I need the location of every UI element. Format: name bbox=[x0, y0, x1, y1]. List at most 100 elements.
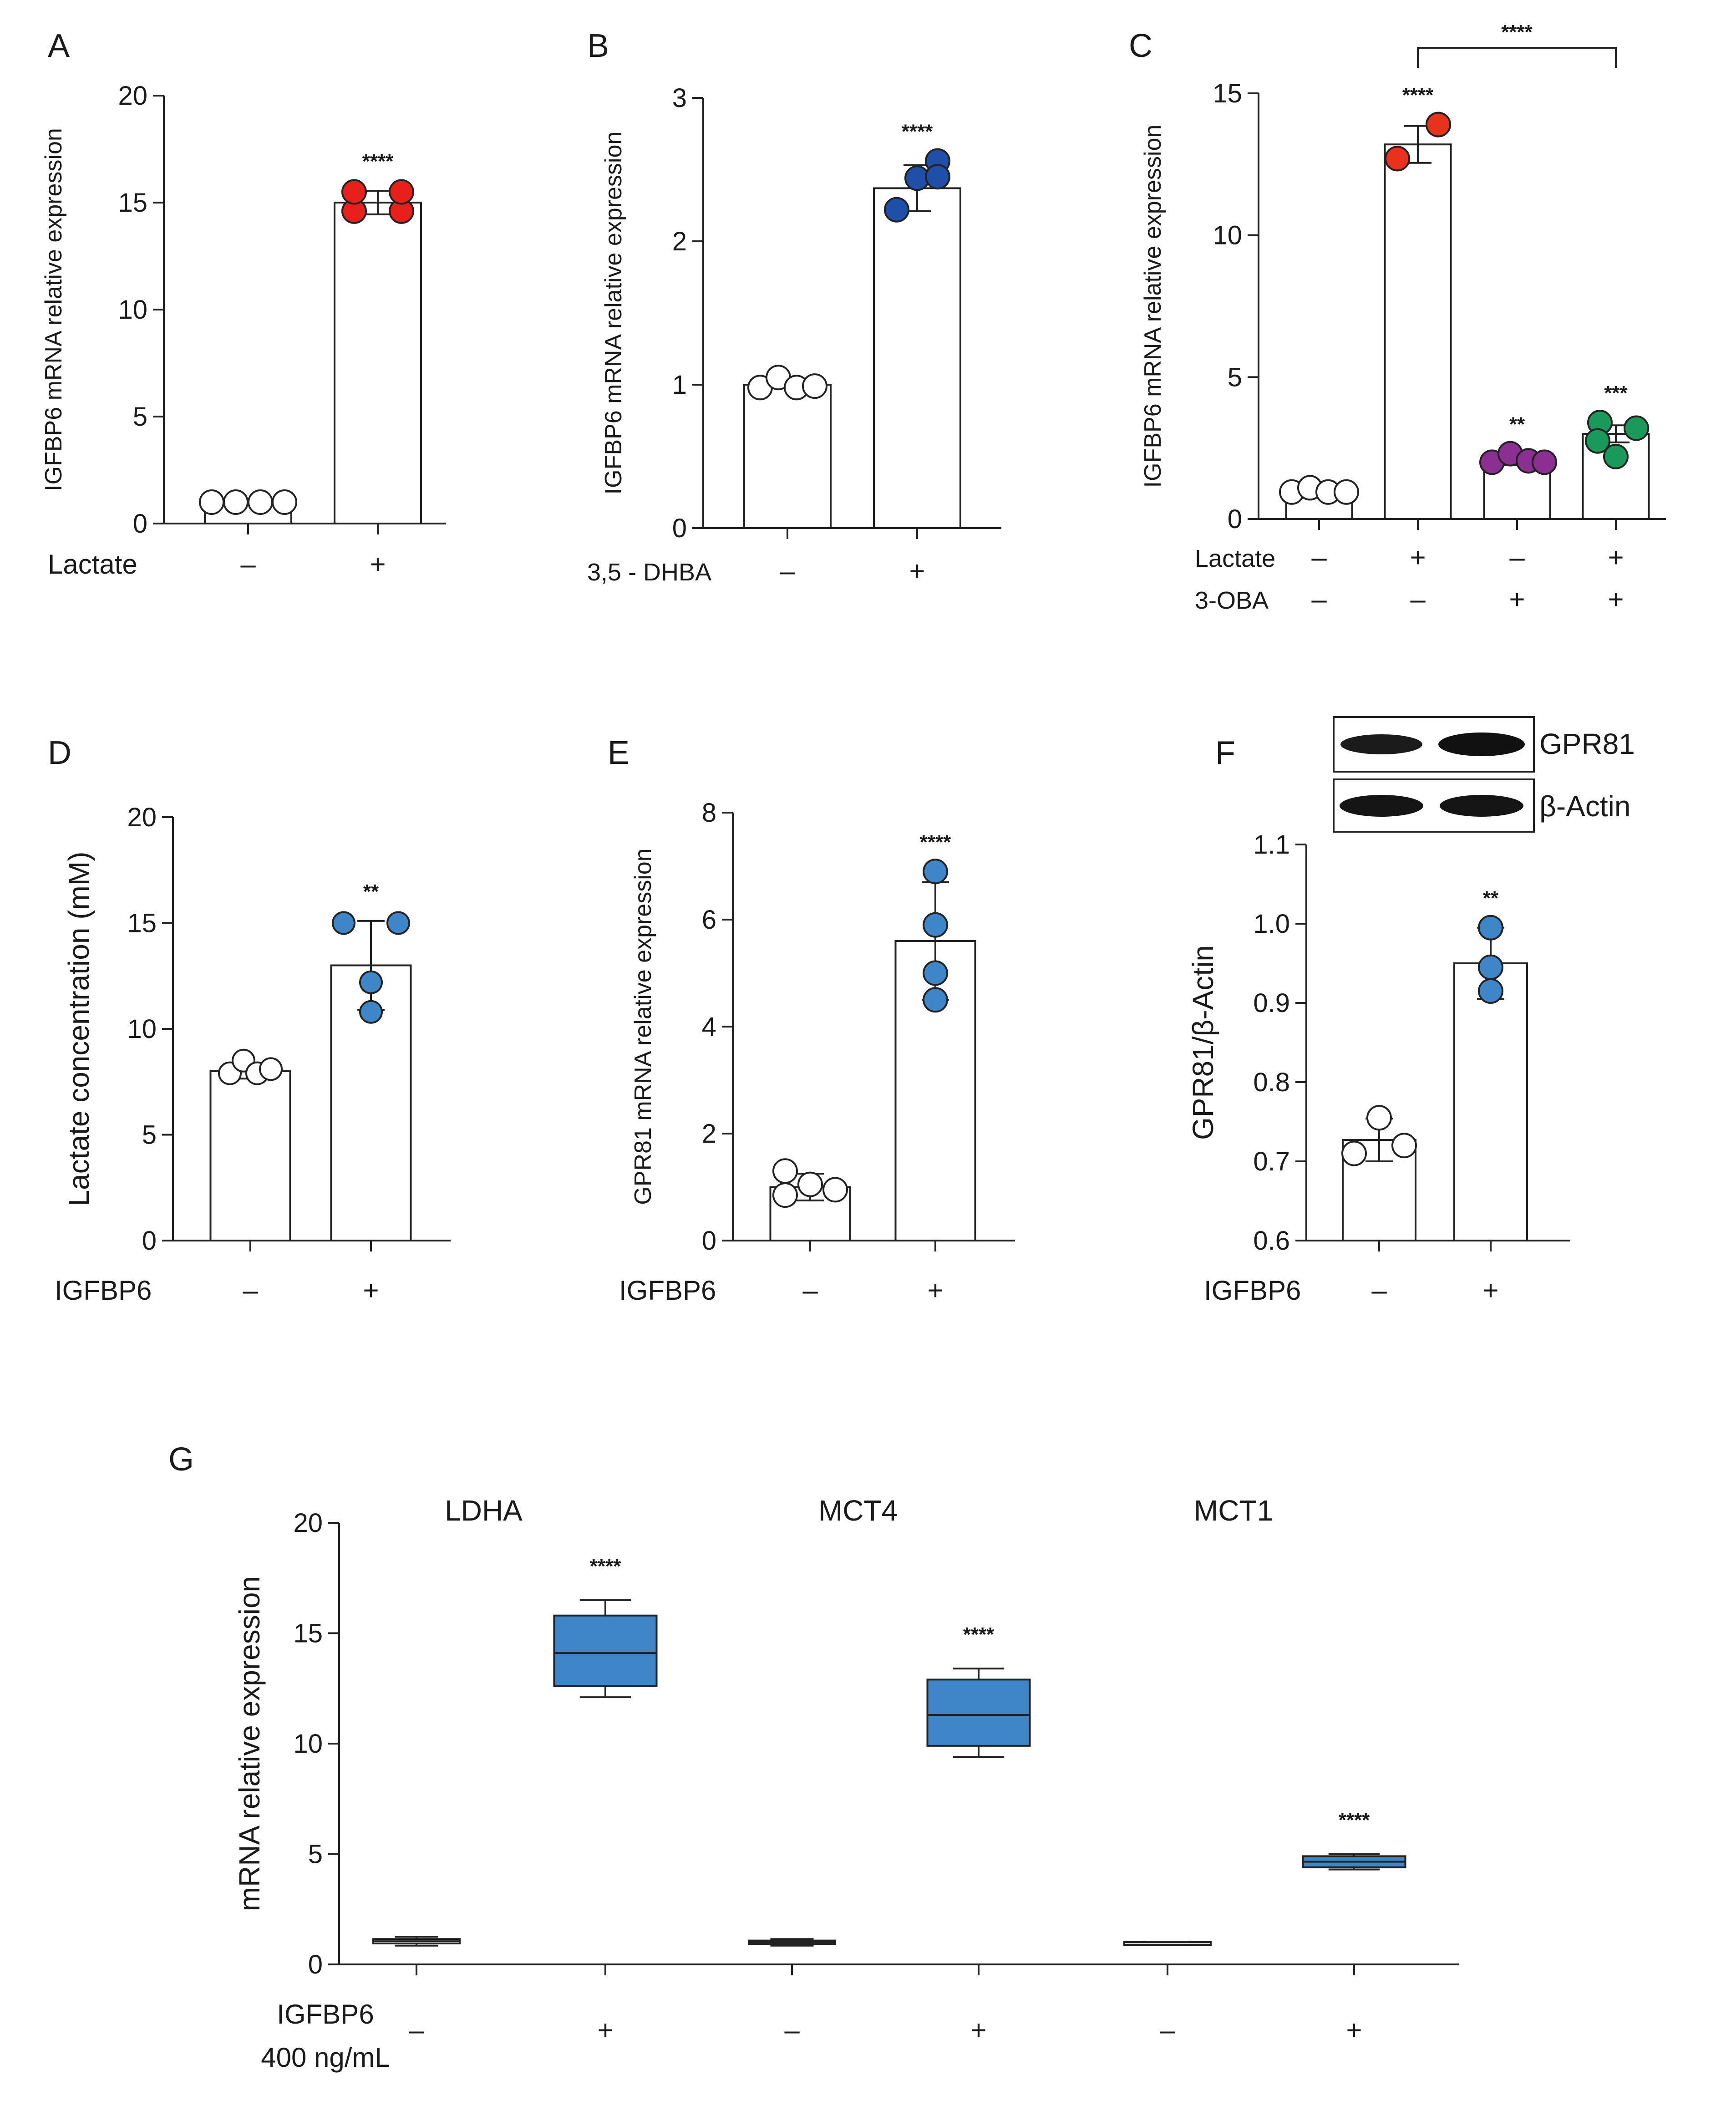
y-tick-label: 15 bbox=[1213, 79, 1242, 108]
treatment-label: Lactate bbox=[1195, 545, 1275, 572]
data-point bbox=[1334, 479, 1359, 505]
treatment-label: Lactate bbox=[48, 549, 137, 580]
data-point bbox=[341, 179, 367, 205]
panel-f: GPR81 β-Actin F GPR81/β-Actin 0.6 0.7 0.8 0.9… bbox=[1187, 716, 1635, 1306]
bar bbox=[1453, 962, 1528, 1241]
data-point bbox=[223, 489, 249, 515]
data-point bbox=[925, 164, 950, 190]
data-point bbox=[272, 489, 297, 515]
y-tick-label: 0.9 bbox=[1253, 988, 1290, 1018]
gene-label: MCT4 bbox=[818, 1494, 898, 1527]
significance-label: ** bbox=[363, 880, 379, 903]
gene-label: LDHA bbox=[445, 1494, 523, 1527]
blot-label-gpr81: GPR81 bbox=[1539, 727, 1635, 760]
significance-label: **** bbox=[590, 1555, 621, 1577]
treatment-sign: – bbox=[409, 2015, 424, 2045]
y-tick-label: 0.7 bbox=[1253, 1147, 1290, 1176]
y-tick-label: 20 bbox=[293, 1508, 323, 1538]
treatment-sign: – bbox=[1311, 542, 1327, 573]
bar bbox=[873, 187, 961, 529]
y-tick-label: 1.1 bbox=[1253, 830, 1290, 860]
data-point bbox=[1478, 954, 1503, 980]
y-axis-title: IGFBP6 mRNA relative expression bbox=[1140, 125, 1166, 488]
treatment-sign: + bbox=[909, 556, 925, 586]
significance-label: **** bbox=[1339, 1809, 1370, 1831]
y-tick-label: 3 bbox=[672, 83, 687, 113]
bar bbox=[894, 940, 976, 1241]
data-point bbox=[359, 970, 383, 994]
panel-a: A IGFBP6 mRNA relative expression 0 5 10 15 20… bbox=[41, 28, 446, 580]
gene-label: MCT1 bbox=[1194, 1494, 1273, 1527]
data-point bbox=[1478, 915, 1503, 941]
data-point bbox=[199, 489, 224, 515]
significance-label: *** bbox=[1604, 382, 1628, 404]
blot-label-actin: β-Actin bbox=[1539, 790, 1630, 823]
treatment-label: IGFBP6 bbox=[619, 1275, 716, 1306]
data-point bbox=[1391, 1133, 1417, 1159]
data-point bbox=[1585, 428, 1610, 454]
treatment-label: IGFBP6 bbox=[277, 1999, 374, 2030]
panel-label: G bbox=[168, 1441, 194, 1478]
significance-label: ** bbox=[1509, 413, 1525, 436]
treatment-sign: – bbox=[1311, 584, 1327, 615]
y-tick-label: 5 bbox=[1228, 362, 1242, 392]
panel-label: C bbox=[1129, 28, 1152, 64]
y-tick-label: 2 bbox=[672, 227, 687, 256]
y-tick-label: 10 bbox=[127, 1014, 157, 1044]
y-axis-title: GPR81/β-Actin bbox=[1187, 945, 1219, 1140]
data-point bbox=[822, 1177, 848, 1203]
data-point bbox=[1341, 1140, 1367, 1166]
y-tick-label: 0 bbox=[1228, 504, 1242, 534]
panel-label: D bbox=[48, 735, 71, 771]
data-point bbox=[923, 859, 948, 885]
data-point bbox=[772, 1158, 798, 1184]
treatment-label: IGFBP6 bbox=[1204, 1275, 1301, 1306]
data-point bbox=[1532, 449, 1557, 475]
y-tick-label: 6 bbox=[702, 905, 716, 935]
significance-label: **** bbox=[362, 150, 394, 173]
treatment-sign: + bbox=[363, 1275, 379, 1306]
y-tick-label: 10 bbox=[293, 1729, 323, 1759]
panel-b: B IGFBP6 mRNA relative expression 0 1 2 3 ****… bbox=[587, 28, 1001, 586]
y-tick-label: 0 bbox=[308, 1950, 323, 1979]
bar bbox=[1384, 143, 1452, 520]
y-tick-label: 0 bbox=[142, 1226, 157, 1256]
y-tick-label: 0.8 bbox=[1253, 1068, 1290, 1097]
y-tick-label: 5 bbox=[308, 1840, 323, 1869]
data-point bbox=[1478, 978, 1503, 1004]
data-point bbox=[248, 489, 273, 515]
data-point bbox=[332, 911, 355, 935]
significance-label: ** bbox=[1483, 887, 1499, 910]
y-tick-label: 1 bbox=[672, 370, 687, 400]
data-point bbox=[1624, 415, 1649, 441]
bracket-significance: **** bbox=[1501, 21, 1533, 43]
treatment-sign: + bbox=[597, 2015, 613, 2045]
y-tick-label: 8 bbox=[702, 798, 716, 828]
data-point bbox=[923, 912, 948, 938]
treatment-sign: – bbox=[1509, 542, 1525, 573]
treatment-label: IGFBP6 bbox=[55, 1275, 152, 1306]
treatment-sign: – bbox=[784, 2015, 800, 2045]
data-point bbox=[923, 987, 948, 1013]
y-axis-title: Lactate concentration (mM) bbox=[62, 852, 95, 1206]
data-point bbox=[802, 373, 827, 399]
data-point bbox=[884, 197, 909, 223]
treatment-sign: + bbox=[1482, 1275, 1498, 1306]
treatment-sign: + bbox=[1410, 542, 1426, 573]
treatment-label: 3,5 - DHBA bbox=[587, 559, 711, 586]
y-tick-label: 5 bbox=[142, 1120, 157, 1150]
bar bbox=[209, 1070, 291, 1241]
bar bbox=[743, 384, 832, 529]
treatment-sign: – bbox=[1160, 2015, 1175, 2045]
data-point bbox=[1366, 1105, 1392, 1131]
blot-band bbox=[1440, 795, 1523, 817]
blot-band bbox=[1340, 795, 1423, 817]
western-blot: GPR81 β-Actin bbox=[1333, 716, 1635, 833]
data-point bbox=[359, 1000, 383, 1024]
data-point bbox=[1426, 112, 1451, 137]
panel-label: A bbox=[48, 28, 70, 64]
data-point bbox=[1385, 146, 1410, 172]
y-tick-label: 15 bbox=[118, 188, 147, 218]
